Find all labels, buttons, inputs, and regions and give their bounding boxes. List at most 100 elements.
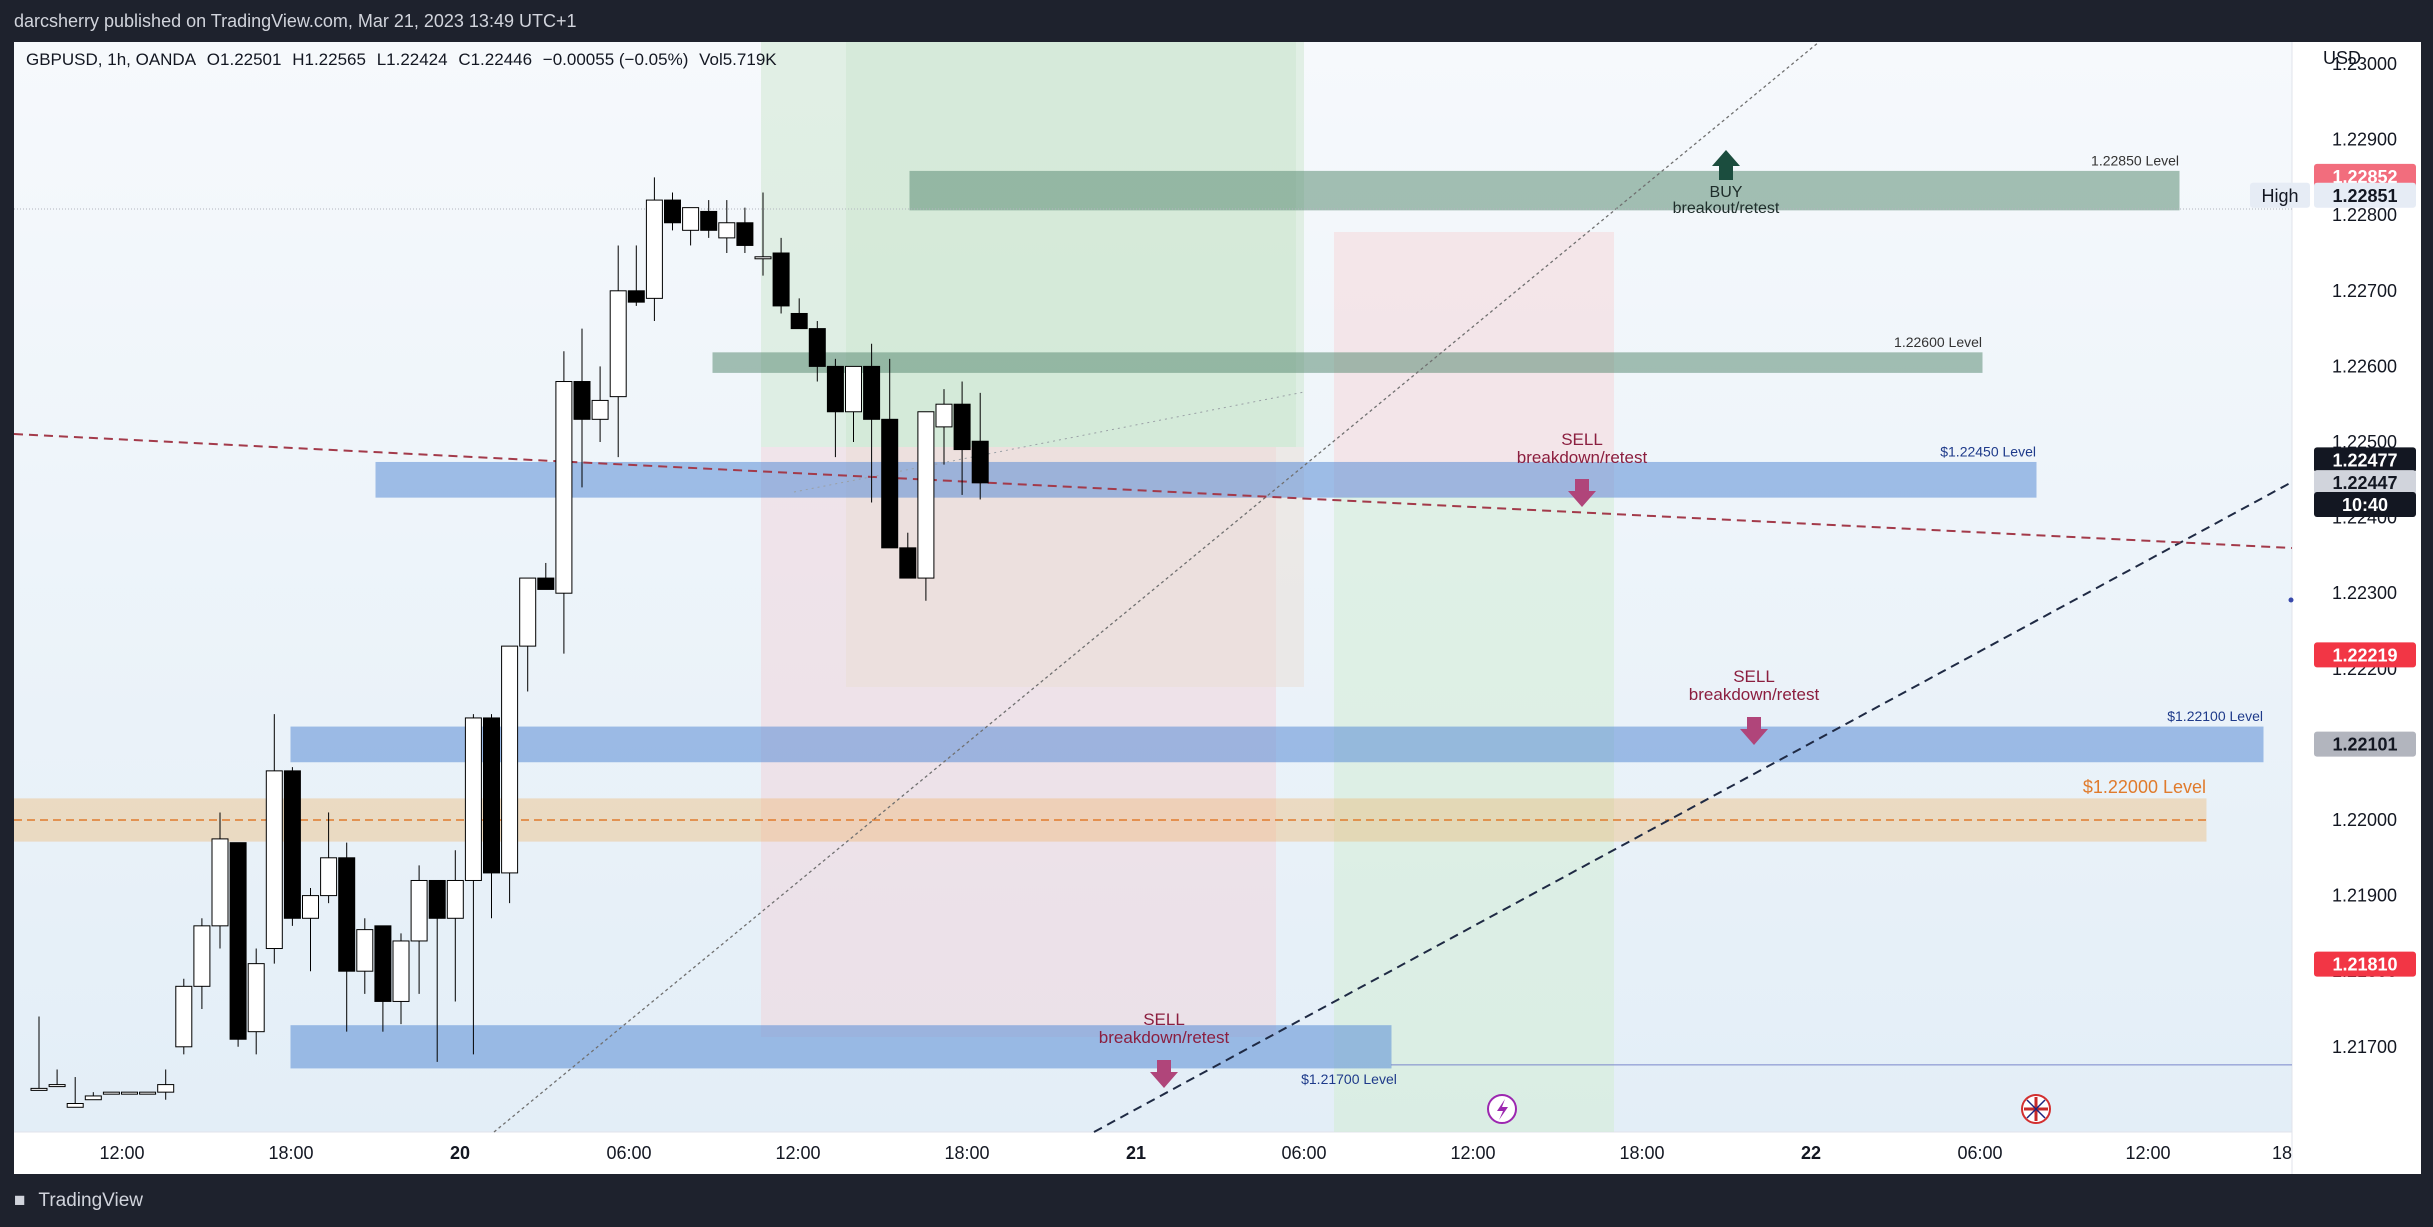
annotation-subtitle: breakdown/retest	[1517, 448, 1648, 467]
candle-body[interactable]	[700, 210, 718, 231]
candle-body[interactable]	[410, 879, 428, 942]
candle-body[interactable]	[573, 381, 591, 420]
level-band[interactable]	[712, 352, 1983, 373]
legend-symbol[interactable]: GBPUSD, 1h, OANDA	[26, 50, 197, 69]
currency-label[interactable]: USD	[2322, 48, 2361, 68]
candle-body[interactable]	[30, 1087, 48, 1091]
price-label-box[interactable]	[2314, 951, 2416, 977]
trendline-dashed-falling[interactable]	[14, 433, 2293, 549]
level-band[interactable]	[909, 170, 2180, 211]
candle-body[interactable]	[645, 199, 663, 299]
price-label-text: 1.22447	[2332, 473, 2397, 493]
candle-body[interactable]	[320, 857, 338, 897]
candle-body[interactable]	[392, 940, 410, 1002]
sell-arrow-icon[interactable]	[1568, 479, 1596, 507]
candle-body[interactable]	[121, 1091, 138, 1095]
price-label-box[interactable]	[2314, 731, 2416, 757]
sell-arrow-icon[interactable]	[1740, 717, 1768, 745]
price-label-text: 1.22851	[2332, 186, 2397, 206]
candle-body[interactable]	[826, 365, 844, 413]
drawing-anchor-dot[interactable]	[2288, 597, 2294, 603]
price-label-text: 1.21810	[2332, 955, 2397, 975]
price-label-box[interactable]	[2314, 642, 2416, 668]
buy-arrow-icon[interactable]	[1712, 150, 1740, 180]
level-label: $1.22100 Level	[2167, 708, 2263, 724]
y-tick-label: 1.21900	[2332, 886, 2397, 906]
candle-body[interactable]	[464, 717, 482, 881]
price-label-text: 1.22219	[2332, 645, 2397, 665]
x-tick-label: 18:00	[268, 1143, 313, 1163]
price-label-box[interactable]	[2314, 182, 2416, 208]
candle-body[interactable]	[501, 645, 519, 874]
candle-body[interactable]	[591, 399, 609, 420]
candle-body[interactable]	[283, 770, 301, 919]
candle-body[interactable]	[374, 925, 392, 1002]
sell-arrow-icon[interactable]	[1150, 1060, 1178, 1088]
candle-body[interactable]	[102, 1091, 120, 1095]
candle-body[interactable]	[899, 547, 917, 579]
candle-body[interactable]	[247, 963, 265, 1033]
candle-body[interactable]	[971, 440, 989, 484]
candle-body[interactable]	[863, 365, 881, 420]
y-tick-label: 1.22600	[2332, 356, 2397, 376]
trendline-dotted-faint[interactable]	[793, 391, 1305, 493]
candle-body[interactable]	[736, 222, 754, 246]
x-tick-label: 12:00	[775, 1143, 820, 1163]
candle-body[interactable]	[555, 381, 573, 594]
candle-body[interactable]	[754, 256, 772, 260]
candle-body[interactable]	[193, 925, 211, 987]
candle-body[interactable]	[537, 577, 555, 590]
candle-body[interactable]	[302, 895, 319, 919]
candle-body[interactable]	[428, 879, 446, 919]
high-marker-box	[2250, 182, 2310, 208]
candle-body[interactable]	[338, 857, 356, 972]
candle-body[interactable]	[48, 1084, 66, 1088]
candle-body[interactable]	[483, 717, 500, 874]
candle-body[interactable]	[682, 207, 700, 231]
level-band[interactable]	[290, 726, 2264, 763]
level-band[interactable]	[290, 1025, 1392, 1069]
level-band[interactable]	[375, 461, 2037, 498]
price-label-text: 1.22477	[2332, 450, 2397, 470]
high-marker-label: High	[2261, 186, 2298, 206]
x-tick-label: 06:00	[606, 1143, 651, 1163]
candle-body[interactable]	[446, 879, 464, 919]
candle-body[interactable]	[157, 1084, 175, 1093]
chart-canvas[interactable]: 1.22850 Level 1.22600 Level $1.22450 Level…	[14, 42, 2421, 1174]
candle-body[interactable]	[356, 929, 374, 972]
footer-brand[interactable]: TradingView	[38, 1190, 143, 1211]
price-label-box[interactable]	[2314, 470, 2416, 496]
candle-body[interactable]	[664, 199, 681, 224]
candle-body[interactable]	[790, 312, 808, 330]
candle-body[interactable]	[519, 577, 537, 647]
candle-body[interactable]	[627, 290, 645, 303]
time-axis[interactable]: 12:00 18:00 20 06:00 12:00 18:00 21 06:00 12:00 1…	[99, 1143, 2292, 1163]
x-tick-label: 20	[450, 1143, 470, 1163]
candle-body[interactable]	[845, 365, 862, 413]
chart-frame[interactable]: 1.22850 Level 1.22600 Level $1.22450 Level…	[14, 42, 2421, 1174]
candle-body[interactable]	[772, 252, 790, 307]
candle-body[interactable]	[718, 222, 736, 239]
price-label-box[interactable]	[2314, 491, 2416, 517]
candle-body[interactable]	[66, 1103, 84, 1108]
candle-body[interactable]	[265, 770, 283, 950]
candle-body[interactable]	[953, 403, 971, 451]
x-tick-label: 21	[1126, 1143, 1146, 1163]
candle-body[interactable]	[917, 411, 935, 579]
annotation-subtitle: breakdown/retest	[1099, 1028, 1230, 1047]
annotations-layer: BUYbreakout/retestSELLbreakdown/retestSE…	[1099, 150, 1819, 1088]
candle-body[interactable]	[609, 290, 627, 398]
candle-body[interactable]	[211, 838, 229, 927]
candle-body[interactable]	[229, 842, 247, 1040]
trendline-dotted-rising[interactable]	[493, 42, 1820, 1133]
price-label-box[interactable]	[2314, 163, 2416, 189]
candle-body[interactable]	[139, 1091, 157, 1095]
price-label-box[interactable]	[2314, 447, 2416, 473]
candle-body[interactable]	[808, 328, 826, 367]
candle-body[interactable]	[84, 1095, 102, 1101]
price-label-text: 10:40	[2342, 495, 2388, 515]
candle-body[interactable]	[935, 403, 953, 428]
trendline-dashed-rising[interactable]	[1093, 481, 2293, 1133]
candle-body[interactable]	[175, 985, 193, 1048]
candle-body[interactable]	[881, 418, 899, 549]
